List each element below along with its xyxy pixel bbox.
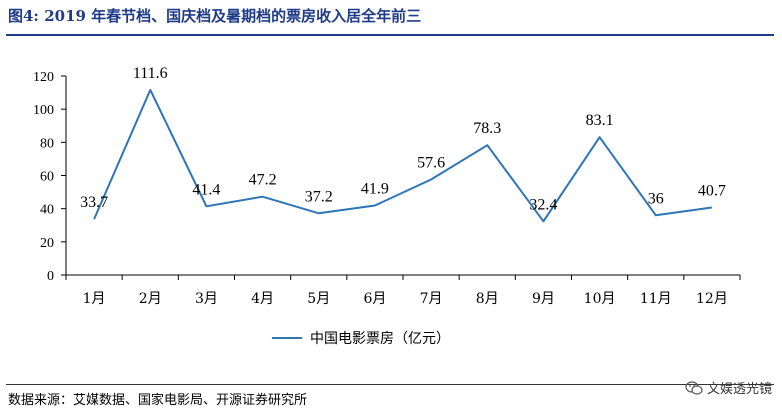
- x-tick-label: 7月: [420, 291, 443, 307]
- data-label: 32.4: [529, 196, 557, 213]
- series-line-group: [93, 88, 713, 223]
- x-tick-label: 3月: [195, 291, 218, 307]
- x-tick-label: 12月: [696, 291, 728, 307]
- data-label: 33.7: [80, 194, 108, 211]
- watermark: 文娱透光镜: [685, 378, 772, 397]
- source-divider: [6, 384, 774, 385]
- data-label: 41.4: [192, 181, 220, 198]
- wechat-icon: [685, 380, 703, 395]
- data-label: 40.7: [698, 183, 726, 200]
- y-tick-label: 40: [40, 203, 54, 218]
- y-tick-label: 0: [47, 269, 54, 284]
- legend: 中国电影票房（亿元）: [272, 331, 450, 347]
- source-note: 数据来源：艾媒数据、国家电影局、开源证券研究所: [8, 393, 308, 408]
- x-tick-label: 5月: [307, 291, 330, 307]
- y-tick-label: 120: [33, 70, 54, 85]
- x-tick-label: 2月: [139, 291, 162, 307]
- x-axis: 1月 2月 3月 4月 5月 6月 7月 8月 9月 10月 11月 12月: [65, 274, 741, 307]
- data-label: 37.2: [305, 188, 333, 205]
- data-label: 41.9: [361, 181, 389, 198]
- data-label: 78.3: [473, 120, 501, 137]
- x-tick-label: 8月: [476, 291, 499, 307]
- data-labels: 33.7 111.6 41.4 47.2 37.2 41.9 57.6 78.3 32.4 83.…: [80, 65, 726, 213]
- data-label: 111.6: [133, 65, 168, 82]
- series-line: [93, 88, 713, 223]
- x-tick-label: 9月: [532, 291, 555, 307]
- watermark-text: 文娱透光镜: [706, 382, 772, 397]
- y-tick-label: 20: [40, 236, 54, 251]
- x-tick-label: 10月: [584, 291, 616, 307]
- figure-title: 图4: 2019 年春节档、国庆档及暑期档的票房收入居全年前三: [8, 7, 422, 25]
- y-axis: 0 20 40 60 80 100 120: [33, 70, 67, 284]
- x-tick-label: 1月: [83, 291, 106, 307]
- data-label: 36: [648, 190, 664, 207]
- data-label: 57.6: [417, 154, 445, 171]
- x-tick-label: 4月: [251, 291, 274, 307]
- data-label: 47.2: [249, 172, 277, 189]
- y-tick-label: 60: [40, 170, 54, 185]
- x-tick-label: 6月: [363, 291, 386, 307]
- y-tick-label: 100: [33, 103, 54, 118]
- legend-label: 中国电影票房（亿元）: [310, 331, 450, 347]
- y-tick-label: 80: [40, 136, 54, 151]
- x-tick-label: 11月: [640, 291, 672, 307]
- title-divider: [6, 34, 774, 36]
- data-label: 83.1: [586, 112, 614, 129]
